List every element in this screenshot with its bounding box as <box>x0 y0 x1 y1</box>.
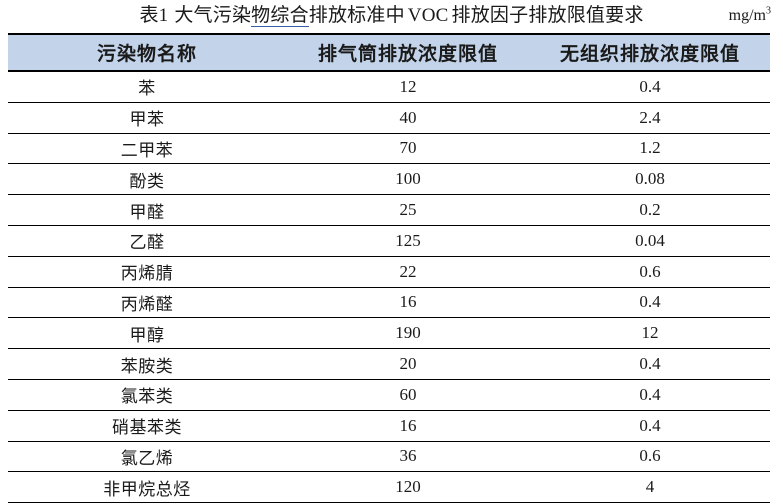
cell-stack-limit: 36 <box>286 441 530 473</box>
cell-fugitive-limit: 0.4 <box>530 71 770 103</box>
cell-stack-limit: 16 <box>286 287 530 319</box>
caption-text-part2: 排放标准中 <box>308 5 405 26</box>
cell-pollutant-name: 乙醛 <box>8 225 286 257</box>
table-row: 酚类 100 0.08 <box>8 163 770 196</box>
cell-pollutant-name: 甲醇 <box>8 317 286 350</box>
cell-stack-limit: 125 <box>286 225 530 257</box>
table-row: 苯 12 0.4 <box>8 71 770 103</box>
cell-fugitive-limit: 0.6 <box>530 256 770 288</box>
cell-fugitive-limit: 0.4 <box>530 348 770 380</box>
cell-stack-limit: 16 <box>286 410 530 442</box>
table-number: 表1 <box>139 5 169 26</box>
cell-pollutant-name: 苯 <box>8 71 286 103</box>
caption-text-voc: VOC <box>407 5 449 26</box>
cell-pollutant-name: 酚类 <box>8 163 286 196</box>
cell-stack-limit: 40 <box>286 102 530 134</box>
unit-exponent: 3 <box>766 5 771 17</box>
cell-fugitive-limit: 0.4 <box>530 410 770 442</box>
cell-pollutant-name: 丙烯腈 <box>8 256 286 288</box>
cell-pollutant-name: 二甲苯 <box>8 133 286 165</box>
table-caption-row: 表1 大气污染物综合排放标准中 VOC 排放因子排放限值要求 mg/m3 <box>0 0 783 33</box>
cell-fugitive-limit: 0.4 <box>530 379 770 411</box>
cell-stack-limit: 22 <box>286 256 530 288</box>
cell-fugitive-limit: 2.4 <box>530 102 770 134</box>
cell-fugitive-limit: 0.04 <box>530 225 770 257</box>
cell-pollutant-name: 氯乙烯 <box>8 441 286 473</box>
cell-fugitive-limit: 0.6 <box>530 441 770 473</box>
table-header: 污染物名称 排气筒排放浓度限值 无组织排放浓度限值 <box>8 33 770 72</box>
cell-stack-limit: 60 <box>286 379 530 411</box>
table-row: 丙烯醛 16 0.4 <box>8 287 770 319</box>
table-body: 苯 12 0.4 甲苯 40 2.4 二甲苯 70 1.2 酚类 100 0.08 甲醛 25 0.2 乙醛 1… <box>8 71 770 504</box>
column-header-fugitive-limit: 无组织排放浓度限值 <box>530 33 770 72</box>
table-row: 硝基苯类 16 0.4 <box>8 410 770 442</box>
cell-fugitive-limit: 4 <box>530 471 770 504</box>
cell-pollutant-name: 甲苯 <box>8 102 286 134</box>
table-row: 甲醛 25 0.2 <box>8 194 770 226</box>
cell-fugitive-limit: 1.2 <box>530 133 770 165</box>
cell-fugitive-limit: 0.08 <box>530 163 770 196</box>
table-row: 甲苯 40 2.4 <box>8 102 770 134</box>
cell-stack-limit: 20 <box>286 348 530 380</box>
cell-stack-limit: 25 <box>286 194 530 226</box>
cell-pollutant-name: 硝基苯类 <box>8 410 286 442</box>
table-container: 污染物名称 排气筒排放浓度限值 无组织排放浓度限值 苯 12 0.4 甲苯 40 2.4 二… <box>8 33 770 504</box>
cell-stack-limit: 120 <box>286 471 530 504</box>
cell-fugitive-limit: 12 <box>530 317 770 350</box>
cell-pollutant-name: 非甲烷总烃 <box>8 471 286 504</box>
caption-text-misspelled: 物综合 <box>251 5 309 27</box>
cell-stack-limit: 190 <box>286 317 530 350</box>
column-header-pollutant-name: 污染物名称 <box>8 33 286 72</box>
unit-text: mg/m <box>728 7 766 24</box>
table-row: 非甲烷总烃 120 4 <box>8 471 770 504</box>
cell-pollutant-name: 苯胺类 <box>8 348 286 380</box>
cell-stack-limit: 100 <box>286 163 530 196</box>
table-row: 苯胺类 20 0.4 <box>8 348 770 380</box>
table-header-row: 污染物名称 排气筒排放浓度限值 无组织排放浓度限值 <box>8 33 770 72</box>
voc-emission-limits-table: 污染物名称 排气筒排放浓度限值 无组织排放浓度限值 苯 12 0.4 甲苯 40 2.4 二… <box>8 33 770 504</box>
cell-pollutant-name: 丙烯醛 <box>8 287 286 319</box>
table-row: 甲醇 190 12 <box>8 317 770 350</box>
table-row: 氯苯类 60 0.4 <box>8 379 770 411</box>
column-header-stack-limit: 排气筒排放浓度限值 <box>286 33 530 72</box>
cell-stack-limit: 70 <box>286 133 530 165</box>
table-row: 二甲苯 70 1.2 <box>8 133 770 165</box>
cell-fugitive-limit: 0.4 <box>530 287 770 319</box>
cell-fugitive-limit: 0.2 <box>530 194 770 226</box>
cell-pollutant-name: 氯苯类 <box>8 379 286 411</box>
table-row: 丙烯腈 22 0.6 <box>8 256 770 288</box>
table-row: 氯乙烯 36 0.6 <box>8 441 770 473</box>
table-caption: 表1 大气污染物综合排放标准中 VOC 排放因子排放限值要求 <box>0 2 783 29</box>
unit-label: mg/m3 <box>729 4 771 28</box>
caption-text-part3: 排放因子排放限值要求 <box>451 5 644 26</box>
caption-text-part1: 大气污染 <box>174 5 252 26</box>
table-row: 乙醛 125 0.04 <box>8 225 770 257</box>
cell-pollutant-name: 甲醛 <box>8 194 286 226</box>
cell-stack-limit: 12 <box>286 71 530 103</box>
